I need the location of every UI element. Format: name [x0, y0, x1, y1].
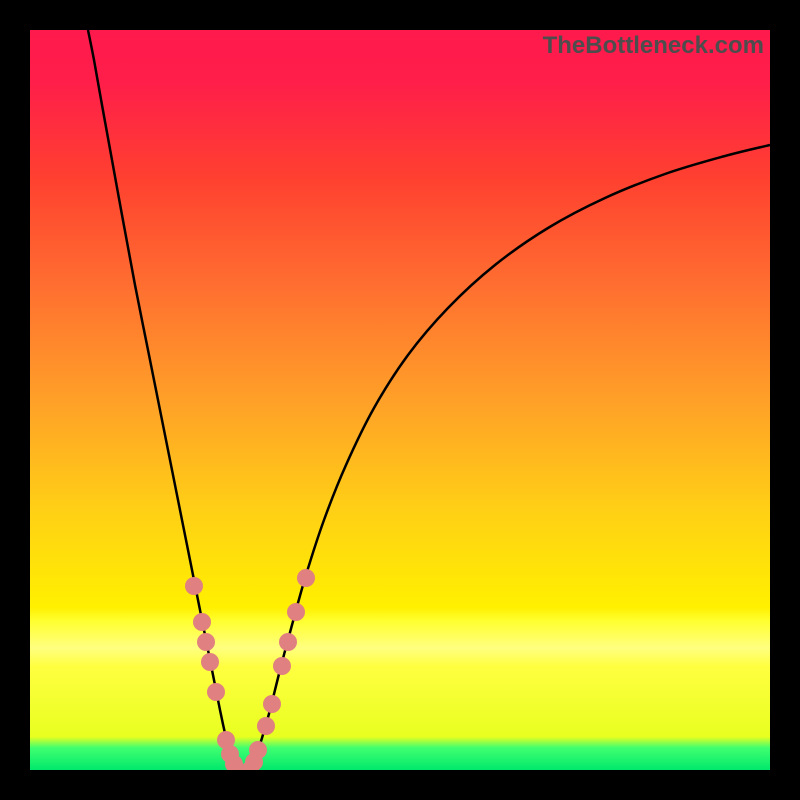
right-curve: [250, 145, 770, 770]
data-marker: [279, 633, 297, 651]
data-marker: [263, 695, 281, 713]
data-marker: [185, 577, 203, 595]
data-marker: [273, 657, 291, 675]
data-marker: [207, 683, 225, 701]
data-marker: [297, 569, 315, 587]
data-marker: [257, 717, 275, 735]
data-marker: [197, 633, 215, 651]
curve-layer: [30, 30, 770, 770]
data-marker: [249, 741, 267, 759]
plot-area: TheBottleneck.com: [30, 30, 770, 770]
marker-group: [185, 569, 315, 770]
data-marker: [201, 653, 219, 671]
watermark-text: TheBottleneck.com: [543, 32, 764, 60]
data-marker: [287, 603, 305, 621]
data-marker: [193, 613, 211, 631]
